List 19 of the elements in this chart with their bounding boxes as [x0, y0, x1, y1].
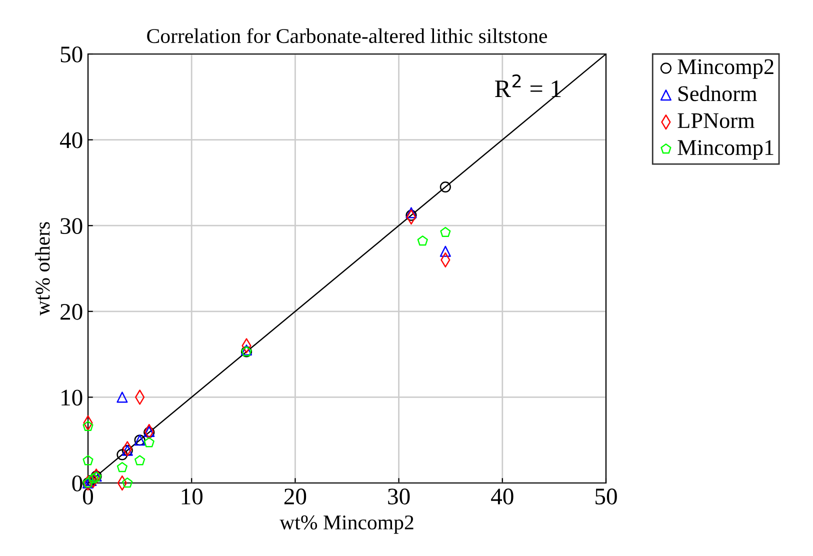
x-tick-label: 50	[596, 488, 617, 504]
chart-title: Correlation for Carbonate-altered lithic siltstone	[147, 28, 548, 44]
legend-label: Mincomp2	[678, 59, 774, 79]
y-tick-label: 10	[62, 390, 82, 406]
legend-label: Sednorm	[678, 86, 757, 102]
x-tick-label: 40	[491, 488, 514, 504]
x-tick-label: 20	[284, 488, 306, 504]
y-tick-label: 0	[72, 475, 82, 492]
x-tick-label: 0	[82, 488, 94, 504]
x-axis-title: wt% Mincomp2	[280, 515, 414, 534]
legend-label: LPNorm	[678, 113, 754, 128]
y-tick-label: 50	[60, 46, 82, 62]
y-tick-label: 20	[60, 304, 82, 320]
legend-label: Mincomp1	[678, 140, 774, 160]
y-tick-label: 40	[60, 132, 82, 148]
x-tick-label: 10	[182, 488, 203, 504]
y-tick-label: 30	[60, 218, 82, 234]
x-tick-label: 30	[388, 488, 410, 504]
y-axis-title: wt% others	[35, 222, 50, 316]
